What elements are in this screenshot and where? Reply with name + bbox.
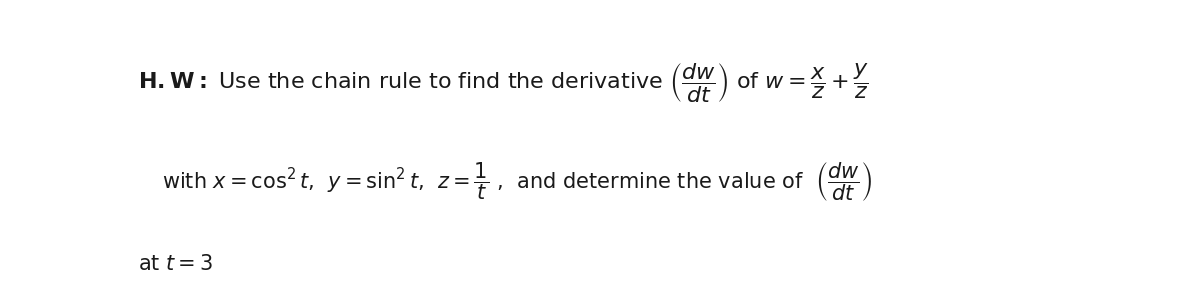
Text: $\mathbf{H.W:}$ Use the chain rule to find the derivative $\left(\dfrac{dw}{dt}\: $\mathbf{H.W:}$ Use the chain rule to fi… — [138, 61, 869, 103]
Text: with $x = \cos^2 t$, $\ y = \sin^2 t$, $\ z = \dfrac{1}{t}$ ,$\ $ and determine : with $x = \cos^2 t$, $\ y = \sin^2 t$, $… — [162, 160, 872, 203]
Text: at $t = 3$: at $t = 3$ — [138, 254, 214, 274]
